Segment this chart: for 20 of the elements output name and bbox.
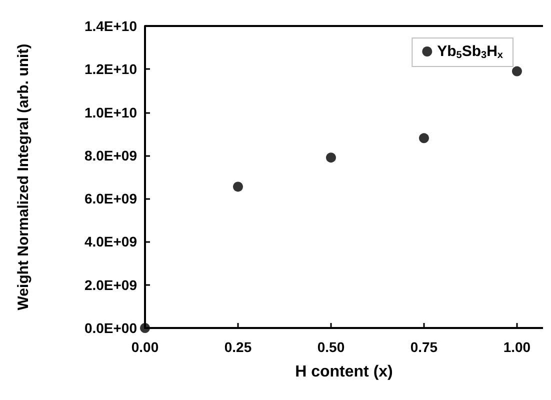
y-tick-label: 1.2E+10 [84, 61, 138, 78]
y-tick-label: 8.0E+09 [84, 147, 138, 164]
x-axis-title: H content (x) [295, 364, 393, 380]
x-tick-label: 0.50 [317, 339, 345, 355]
y-tick-label: 1.4E+10 [84, 18, 138, 34]
y-tick-label: 1.0E+10 [84, 104, 138, 120]
point [418, 133, 429, 144]
point [233, 182, 243, 192]
point [140, 323, 150, 333]
y-tick-label: 0.0E+00 [84, 320, 138, 336]
y-axis-title: Weight Normalized Integral (arb. unit) [15, 44, 32, 310]
y-tick-label: 4.0E+09 [84, 234, 138, 250]
y-tick-label: 6.0E+09 [84, 190, 138, 207]
point [326, 152, 336, 163]
x-tick-label: 0.75 [410, 339, 438, 355]
x-tick-label: 1.00 [503, 339, 531, 355]
x-tick-label: 0.00 [131, 339, 159, 355]
point [512, 66, 522, 76]
y-tick-label: 2.0E+09 [84, 276, 138, 293]
x-tick-label: 0.25 [224, 339, 252, 355]
